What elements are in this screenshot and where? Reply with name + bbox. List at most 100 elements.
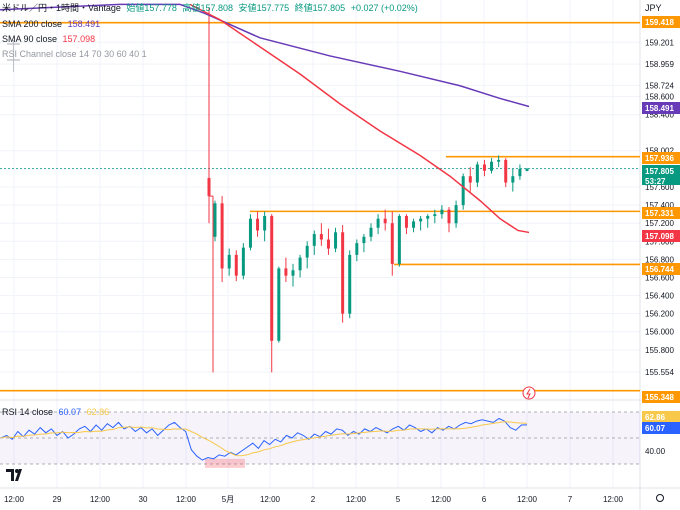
rsi-label-text: 60.07	[645, 424, 666, 433]
candle-body	[404, 215, 408, 228]
sma200-line	[0, 3, 530, 108]
price-label-badge	[642, 391, 680, 403]
rsi-value: 60.07	[58, 407, 82, 417]
rsi-legend[interactable]: RSI 14 close 60.07 62.86	[2, 406, 109, 418]
candle-body	[305, 245, 309, 258]
time-tick-label: 30	[139, 495, 148, 504]
tradingview-logo-icon[interactable]	[6, 468, 26, 482]
candle-body	[213, 203, 217, 237]
price-tick-label: 156.200	[645, 310, 674, 319]
price-tick-label: 158.600	[645, 93, 674, 102]
price-tick-label: 157.200	[645, 219, 674, 228]
candle-body	[390, 223, 394, 264]
time-tick-label: 12:00	[260, 495, 281, 504]
rsi-label: RSI 14 close	[2, 407, 54, 417]
price-tick-label: 157.600	[645, 183, 674, 192]
open-label: 始値	[126, 3, 145, 13]
candle-body	[256, 218, 260, 231]
lightning-icon	[526, 388, 531, 399]
sma90-label: SMA 90 close	[2, 34, 58, 44]
rsi-label-badge	[642, 422, 680, 434]
candle-body	[227, 254, 231, 269]
candle-body	[220, 203, 224, 269]
candle-body	[525, 168, 529, 171]
candle-body	[312, 234, 316, 246]
candle-body	[270, 215, 274, 341]
settings-icon	[656, 494, 664, 502]
event-marker-icon	[522, 386, 536, 400]
candle-body	[475, 164, 479, 183]
rsi-oversold-fill	[205, 458, 245, 468]
sma200-label: SMA 200 close	[2, 19, 63, 29]
candle-body	[207, 178, 211, 197]
candle-body	[426, 215, 430, 219]
candle-body	[461, 176, 465, 206]
time-tick-label: 6	[482, 495, 487, 504]
candle-body	[348, 254, 352, 314]
candle-body	[419, 218, 423, 222]
high-label: 高値	[182, 3, 201, 13]
time-tick-label: 12:00	[517, 495, 538, 504]
candle-body	[397, 215, 401, 264]
candle-body	[440, 209, 444, 215]
open-value: 157.778	[144, 3, 177, 13]
candle-body	[326, 239, 330, 249]
rsi-channel-legend[interactable]: RSI Channel close 14 70 30 60 40 1	[2, 48, 147, 60]
candle-body	[511, 176, 515, 183]
time-tick-label: 12:00	[90, 495, 111, 504]
symbol-header[interactable]: 米ドル／円・1時間・Vantage 始値157.778 高値157.808 安値…	[2, 2, 418, 14]
close-label: 終値	[294, 3, 313, 13]
candle-body	[468, 176, 472, 183]
candle-body	[433, 214, 437, 216]
sma200-legend[interactable]: SMA 200 close 158.491	[2, 18, 100, 30]
low-label: 安値	[238, 3, 257, 13]
price-label-badge	[642, 230, 680, 242]
time-tick-label: 12:00	[346, 495, 367, 504]
candle-body	[490, 161, 494, 171]
candle-body	[241, 247, 245, 276]
price-label-badge	[642, 102, 680, 114]
price-label-badge	[642, 175, 680, 185]
price-label-text: 156.744	[645, 265, 674, 274]
price-label-text: 159.418	[645, 18, 674, 27]
sma200-value: 158.491	[67, 19, 101, 29]
candle-body	[412, 221, 416, 228]
candle-body	[454, 205, 458, 224]
candle-body	[362, 236, 366, 244]
candle-body	[355, 243, 359, 255]
price-label-text: 53:27	[645, 177, 666, 186]
candle-body	[341, 232, 345, 314]
candle-body	[504, 159, 508, 183]
close-value: 157.805	[312, 3, 346, 13]
price-tick-label: 157.400	[645, 201, 674, 210]
symbol-title: 米ドル／円・1時間・Vantage	[2, 3, 121, 13]
candle-body	[277, 268, 281, 341]
rsi-channel-label: RSI Channel close 14 70 30 60 40 1	[2, 49, 147, 59]
price-label-text: 157.805	[645, 167, 674, 176]
sma90-legend[interactable]: SMA 90 close 157.098	[2, 33, 95, 45]
candle-body	[482, 164, 486, 171]
price-tick-label: 159.201	[645, 38, 674, 47]
time-tick-label: 12:00	[4, 495, 25, 504]
candle-body	[298, 257, 302, 271]
price-tick-label: 156.800	[645, 255, 674, 264]
sma90-line	[189, 3, 530, 234]
time-tick-label: 5月	[222, 495, 234, 504]
candle-body	[447, 209, 451, 224]
candle-body	[248, 218, 252, 248]
candle-body	[518, 168, 522, 177]
rsi-ma-value: 62.86	[86, 407, 110, 417]
price-label-text: 155.348	[645, 393, 674, 402]
price-label-badge	[642, 263, 680, 275]
rsi-label-badge	[642, 411, 680, 423]
rsi-tick-label: 40.00	[645, 447, 666, 456]
price-label-text: 157.098	[645, 232, 674, 241]
price-tick-label: 158.400	[645, 111, 674, 120]
price-tick-label: 158.959	[645, 60, 674, 69]
price-tick-label: 155.800	[645, 346, 674, 355]
low-value: 157.775	[256, 3, 290, 13]
price-tick-label: 156.000	[645, 328, 674, 337]
time-tick-label: 12:00	[603, 495, 624, 504]
time-tick-label: 12:00	[176, 495, 197, 504]
